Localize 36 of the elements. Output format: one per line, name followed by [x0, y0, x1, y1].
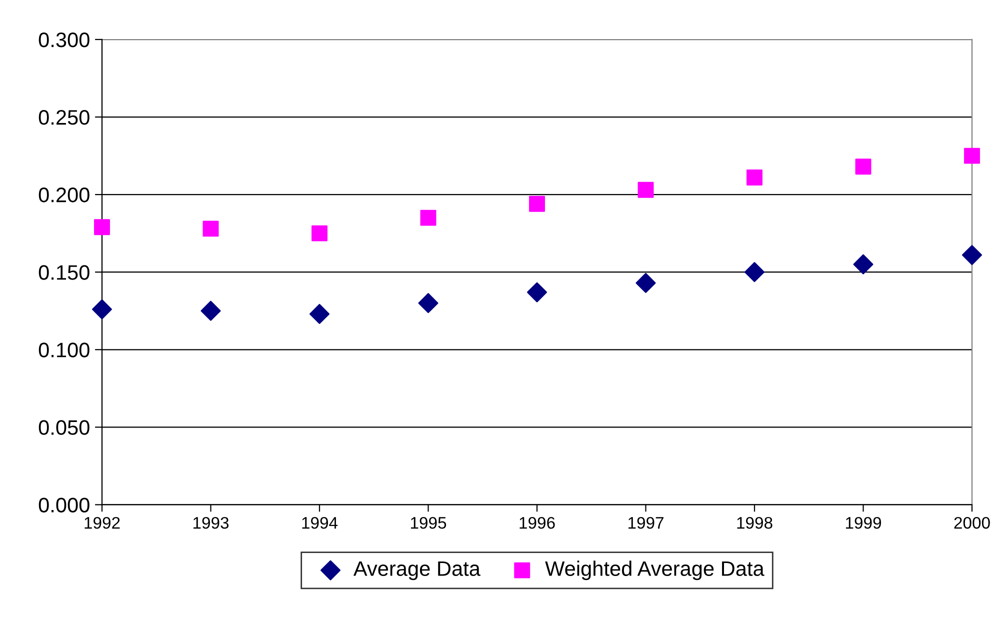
- point: [744, 262, 765, 282]
- legend-label: Weighted Average Data: [545, 560, 764, 580]
- point: [636, 272, 656, 293]
- point: [962, 245, 982, 266]
- point: [200, 300, 221, 321]
- point: [312, 225, 328, 242]
- point: [853, 254, 874, 274]
- y-tick-label: 0.250: [38, 110, 90, 125]
- x-tick-label: 1997: [628, 516, 664, 529]
- point: [855, 158, 872, 175]
- y-tick-label: 0.050: [38, 420, 90, 435]
- point: [418, 293, 438, 314]
- y-tick-label: 0.100: [38, 342, 90, 358]
- point: [420, 210, 436, 226]
- y-tick-label: 0.000: [38, 498, 90, 512]
- x-tick-label: 1998: [737, 516, 772, 529]
- point: [638, 182, 654, 198]
- x-tick-label: 1992: [84, 516, 120, 529]
- point: [92, 299, 112, 320]
- point: [964, 148, 980, 164]
- point: [309, 304, 330, 324]
- x-tick-label: 1994: [302, 516, 338, 529]
- point: [529, 196, 545, 212]
- y-tick-label: 0.150: [38, 265, 90, 280]
- point: [746, 170, 762, 186]
- x-tick-label: 2000: [954, 516, 990, 529]
- x-tick-label: 1995: [410, 516, 446, 529]
- legend-label: Average Data: [353, 561, 480, 580]
- x-tick-label: 1996: [520, 516, 555, 529]
- y-tick-label: 0.200: [38, 188, 90, 202]
- point: [94, 219, 110, 236]
- point: [526, 282, 548, 302]
- point: [202, 220, 219, 237]
- y-tick-label: 0.300: [38, 32, 90, 48]
- x-tick-label: 1993: [193, 516, 229, 529]
- x-tick-label: 1999: [846, 516, 881, 529]
